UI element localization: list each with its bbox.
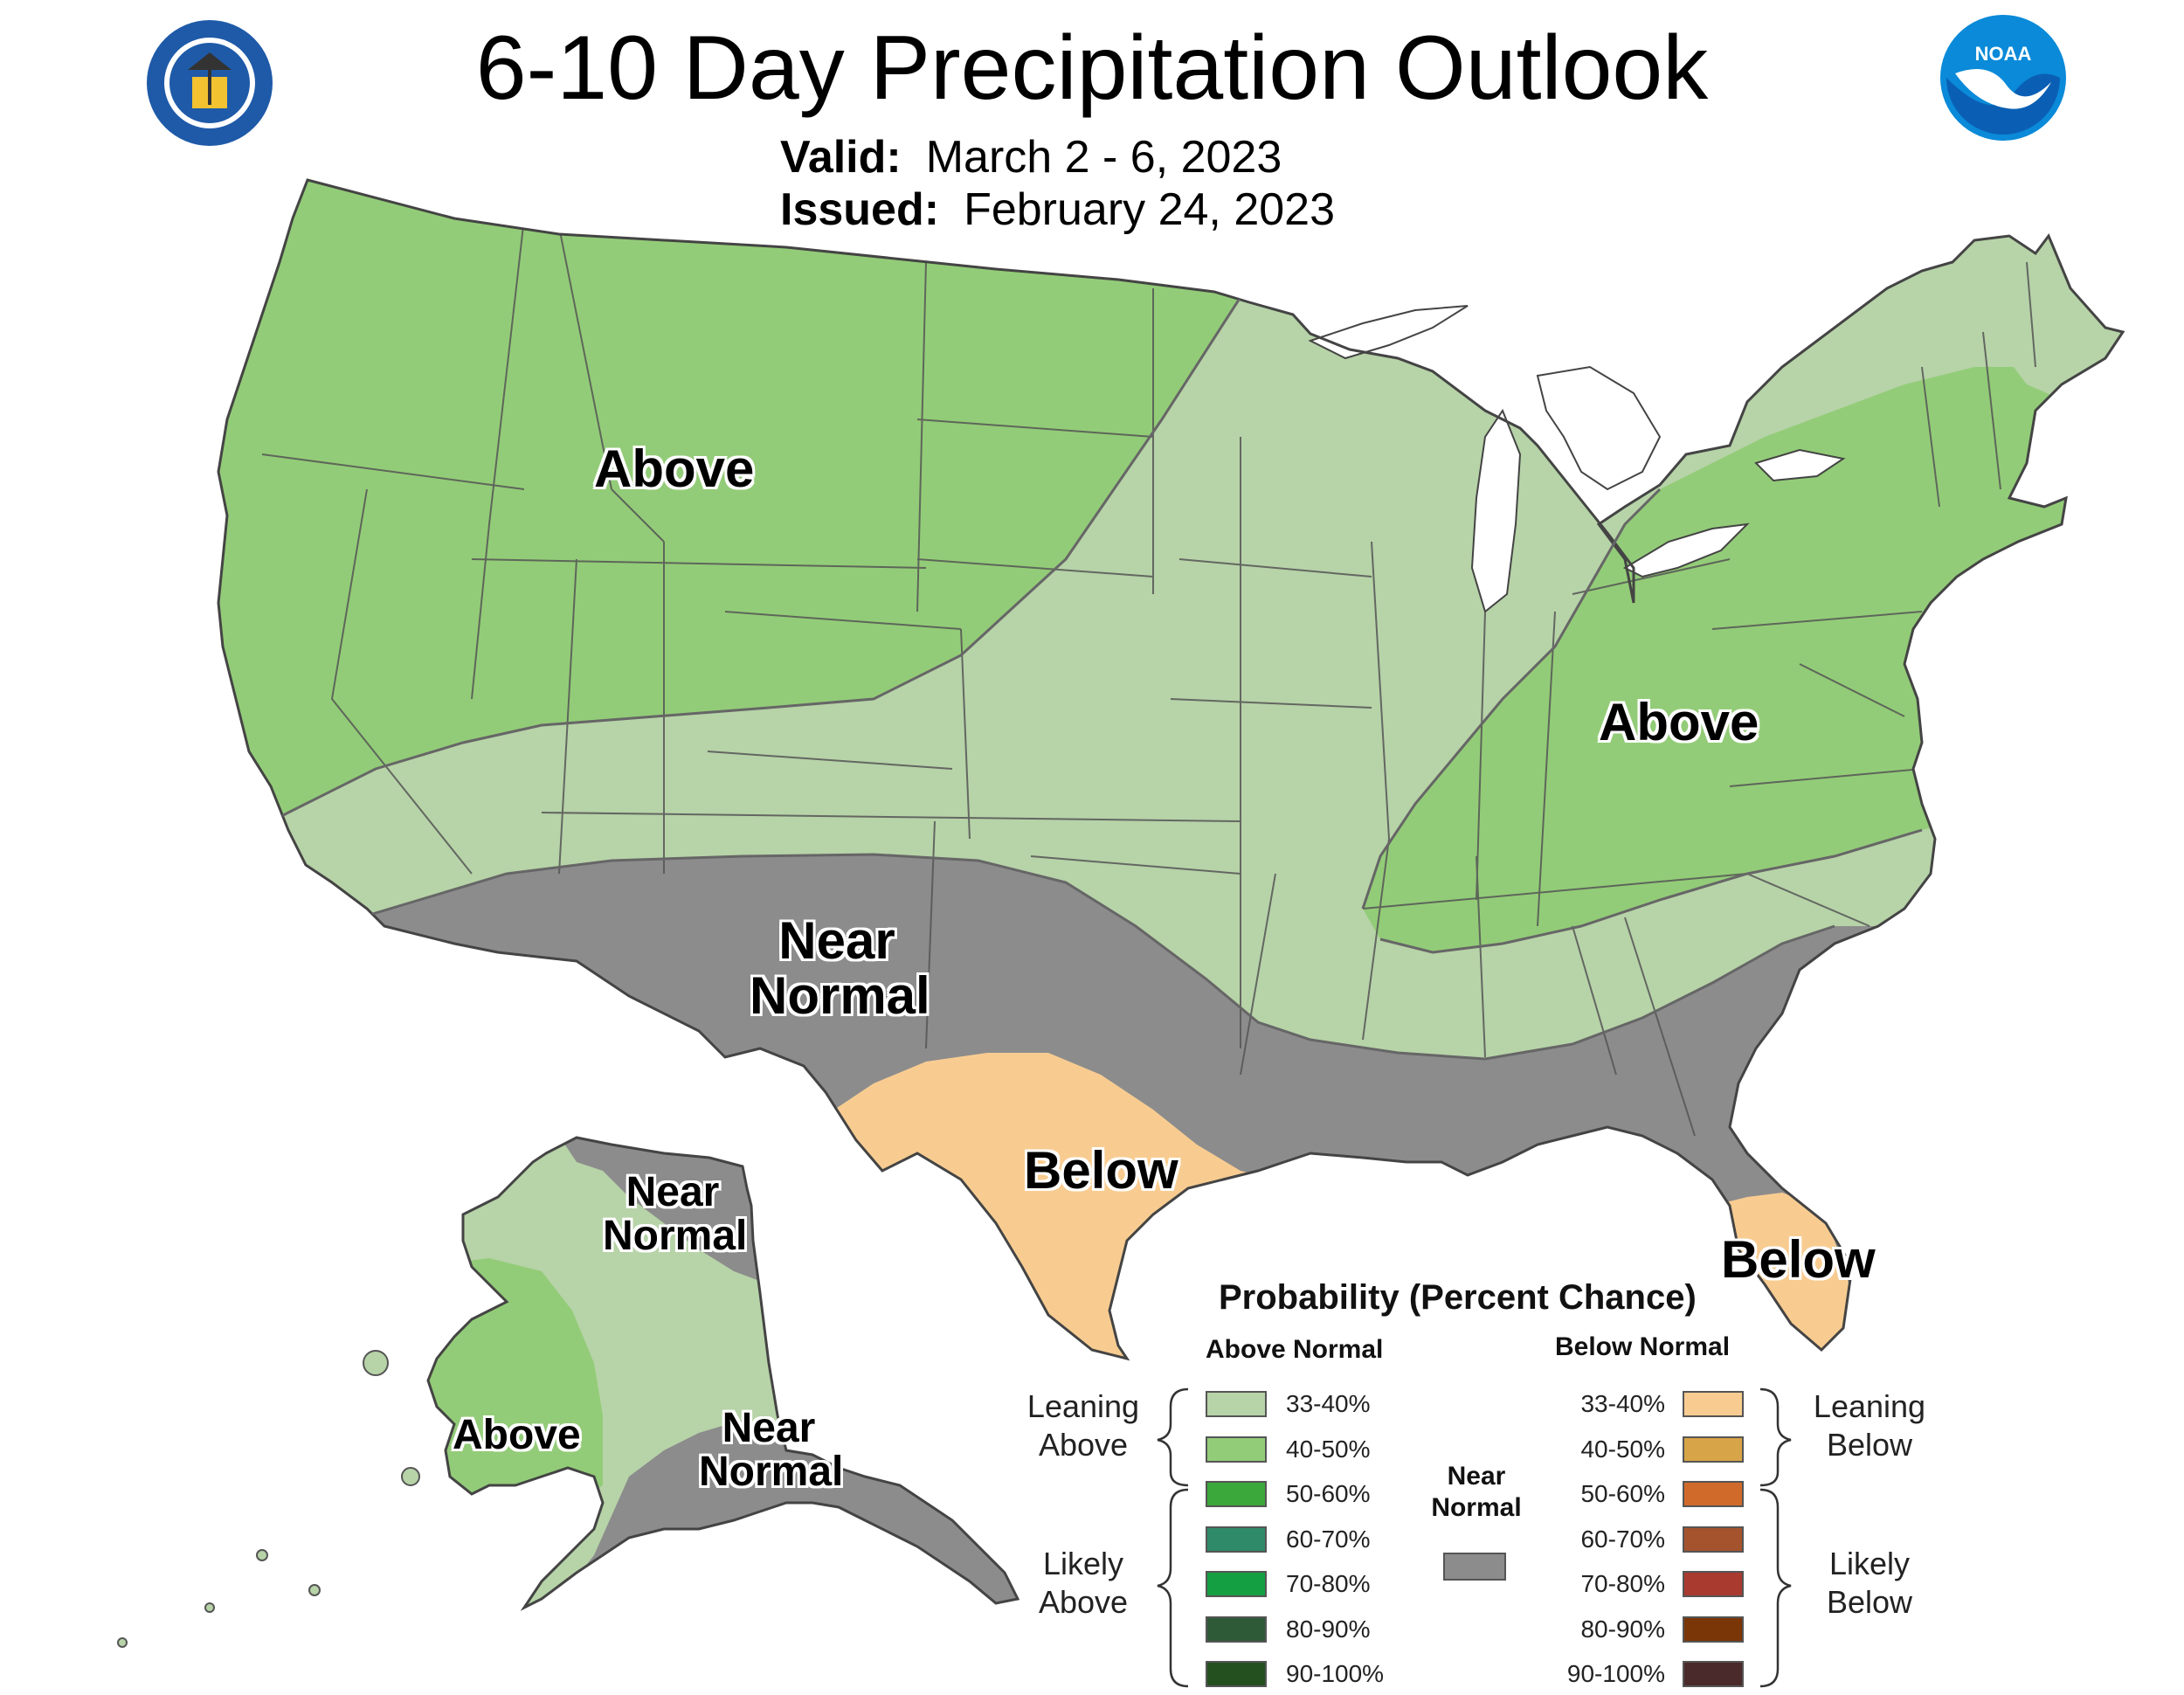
- legend-below-label-1: 33-40%: [1580, 1390, 1665, 1417]
- legend-below-swatch-3: [1683, 1481, 1744, 1507]
- legend-likely-above-line1: Likely: [1042, 1546, 1124, 1581]
- legend-above-label-2: 40-50%: [1286, 1435, 1371, 1463]
- issued-value: February 24, 2023: [964, 184, 1335, 235]
- legend-above-braces: [1157, 1387, 1189, 1688]
- legend-above-label-1: 33-40%: [1286, 1390, 1371, 1417]
- valid-line: Valid: March 2 - 6, 2023: [780, 131, 1282, 183]
- label-below-florida: Below: [1721, 1230, 1876, 1289]
- legend-likely-below-line2: Below: [1826, 1584, 1913, 1620]
- legend-likely-above-label: Likely Above: [1022, 1545, 1144, 1622]
- department-of-commerce-seal-icon: [147, 20, 273, 146]
- legend-near-normal-label: Near Normal: [1415, 1461, 1538, 1524]
- legend-below-label-3: 50-60%: [1580, 1480, 1665, 1507]
- legend-below-swatch-4: [1683, 1526, 1744, 1553]
- legend-below-header: Below Normal: [1555, 1332, 1731, 1361]
- legend-below-swatch-5: [1683, 1571, 1744, 1597]
- label-near-normal-ak-south: Near Normal: [699, 1405, 844, 1496]
- label-near-normal-conus-line2: Normal: [750, 966, 930, 1025]
- valid-label: Valid:: [780, 132, 902, 183]
- label-near-normal-conus-line1: Near: [778, 911, 895, 970]
- label-above-west: Above: [594, 439, 755, 498]
- label-below-texas: Below: [1024, 1141, 1178, 1200]
- legend-above-label-5: 70-80%: [1286, 1570, 1371, 1597]
- label-near-normal-ak-south-line1: Near: [722, 1405, 816, 1451]
- legend-below-braces: [1759, 1387, 1792, 1688]
- legend-above-label-7: 90-100%: [1286, 1660, 1385, 1687]
- legend-above-swatch-7: [1206, 1661, 1267, 1687]
- legend-below-label-7: 90-100%: [1566, 1660, 1665, 1687]
- issued-line: Issued: February 24, 2023: [780, 183, 1335, 236]
- legend-leaning-below-line2: Below: [1826, 1427, 1913, 1463]
- legend-above-header: Above Normal: [1206, 1335, 1384, 1364]
- legend-below-swatch-7: [1683, 1661, 1744, 1687]
- label-near-normal-ak-north-line1: Near: [625, 1169, 720, 1215]
- label-near-normal-ak-north: Near Normal: [603, 1169, 748, 1260]
- label-near-normal-conus: Near Normal: [750, 911, 930, 1025]
- legend-above-label-4: 60-70%: [1286, 1525, 1371, 1553]
- legend-below-swatch-6: [1683, 1615, 1744, 1643]
- legend-above-swatch-1: [1206, 1391, 1267, 1417]
- label-above-east: Above: [1599, 693, 1759, 751]
- legend-near-normal-line1: Near: [1447, 1462, 1506, 1491]
- issued-label: Issued:: [780, 184, 940, 235]
- noaa-logo-icon: NOAA: [1940, 15, 2066, 141]
- legend-below-label-5: 70-80%: [1580, 1570, 1665, 1597]
- legend-near-normal-swatch: [1443, 1553, 1506, 1581]
- legend-below-label-6: 80-90%: [1580, 1615, 1665, 1643]
- legend-leaning-below-line1: Leaning: [1813, 1388, 1926, 1424]
- legend-likely-below-label: Likely Below: [1808, 1545, 1931, 1622]
- legend-below-swatch-2: [1683, 1436, 1744, 1463]
- valid-value: March 2 - 6, 2023: [925, 132, 1282, 183]
- legend-below-label-2: 40-50%: [1580, 1435, 1665, 1463]
- noaa-logo-text: NOAA: [1975, 43, 2032, 65]
- legend-near-normal-line2: Normal: [1431, 1493, 1522, 1522]
- legend-below-swatch-1: [1683, 1391, 1744, 1417]
- legend-leaning-above-line2: Above: [1038, 1427, 1129, 1463]
- legend-above-swatch-6: [1206, 1615, 1267, 1643]
- legend-above-swatch-3: [1206, 1481, 1267, 1507]
- legend-above-swatch-4: [1206, 1526, 1267, 1553]
- legend-above-label-6: 80-90%: [1286, 1615, 1371, 1643]
- label-above-ak: Above: [453, 1412, 581, 1458]
- legend-leaning-above-line1: Leaning: [1026, 1388, 1140, 1424]
- legend-likely-above-line2: Above: [1038, 1584, 1129, 1620]
- label-near-normal-ak-north-line2: Normal: [603, 1213, 748, 1260]
- legend-above-label-3: 50-60%: [1286, 1480, 1371, 1507]
- legend-above-swatch-2: [1206, 1436, 1267, 1463]
- legend-below-label-4: 60-70%: [1580, 1525, 1665, 1553]
- legend-likely-below-line1: Likely: [1828, 1546, 1911, 1581]
- legend-above-swatch-5: [1206, 1571, 1267, 1597]
- legend-title: Probability (Percent Chance): [1219, 1278, 1697, 1317]
- label-near-normal-ak-south-line2: Normal: [699, 1449, 844, 1496]
- legend-leaning-above-label: Leaning Above: [1022, 1387, 1144, 1464]
- legend-leaning-below-label: Leaning Below: [1808, 1387, 1931, 1464]
- page-title: 6-10 Day Precipitation Outlook: [475, 17, 1709, 119]
